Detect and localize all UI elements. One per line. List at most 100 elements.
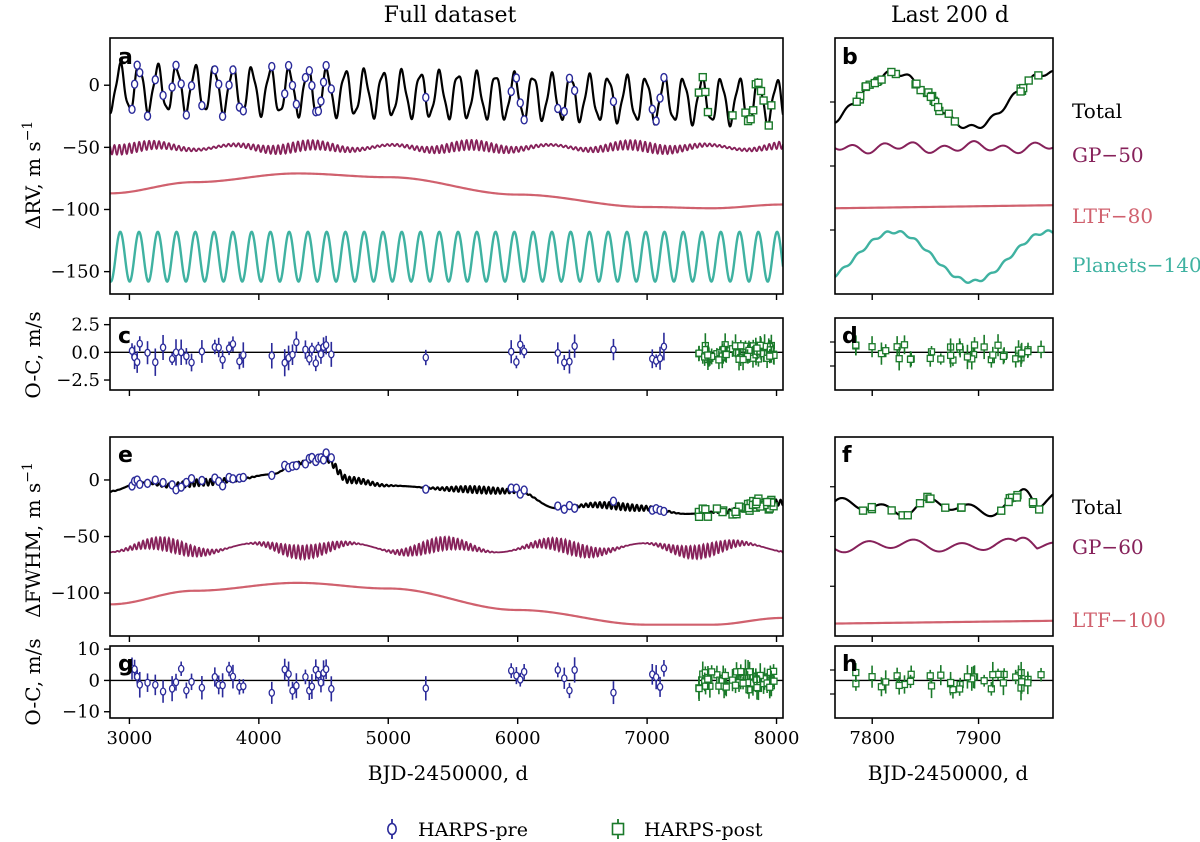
total-curve [110,453,783,516]
harps-pre-point [219,681,226,690]
harps-post-point [715,356,723,364]
harps-post-point [980,343,988,351]
ylabel-oc-top: O-C, m/s [21,311,45,398]
harps-pre-point [211,672,219,682]
label-b-total: Total [1072,99,1122,123]
harps-pre-point [240,682,247,691]
harps-pre-point [225,665,233,674]
harps-pre-point [268,351,276,360]
harps-post-point [949,686,957,694]
harps-pre-point [229,65,237,75]
harps-pre-point [268,61,276,72]
harps-post-point [870,78,879,88]
label-f-total: Total [1072,495,1122,519]
harps-pre-point [422,484,430,494]
harps-pre-point [144,348,151,357]
ltf-curve [110,172,783,210]
harps-post-point [989,671,997,679]
harps-post-point [746,115,755,124]
harps-pre-point [314,106,323,116]
harps-post-point [963,353,972,361]
harps-post-point [900,341,909,349]
legend-pre-label: HARPS-pre [418,819,528,841]
harps-pre-point [130,79,139,89]
harps-post-point [955,343,964,351]
panel-letter-d: d [842,324,858,349]
harps-pre-point [281,89,289,99]
harps-pre-point [136,680,144,689]
harps-post-point [955,685,964,693]
harps-pre-point [143,111,152,121]
harps-pre-point [660,506,668,517]
harps-pre-point [327,453,336,463]
panel-h-frame [834,645,1054,719]
gp-curve [110,535,783,561]
harps-post-point [695,684,703,693]
harps-post-point [946,351,955,360]
harps-pre-point [327,84,336,94]
panel-letter-a: a [118,45,133,70]
ylabel-rv: ΔRV, m s−1 [20,121,45,230]
harps-pre-point [513,357,520,367]
panel-g-frame [109,645,784,719]
harps-pre-point [656,682,664,691]
harps-pre-point [660,72,668,83]
harps-post-point [1024,348,1032,356]
harps-post-point [867,502,876,512]
harps-post-point [926,92,936,102]
harps-post-point [712,504,722,513]
harps-pre-point [159,343,167,352]
harps-pre-point [308,345,316,354]
harps-pre-point [560,106,568,117]
harps-pre-point [151,475,159,485]
harps-pre-point [187,81,196,91]
harps-pre-point [306,354,313,363]
harps-pre-point [570,503,579,513]
harps-pre-point [648,104,656,114]
panel-h-oc-fwhm-last200: 7800 7900 [830,645,1054,749]
harps-post-point [987,685,995,693]
harps-pre-point [507,666,515,675]
panel-e-frame [109,436,784,637]
harps-pre-point [229,339,237,349]
harps-post-point [877,683,886,691]
harps-post-point [1024,679,1032,687]
harps-pre-point [289,350,296,359]
legend-pre-marker [386,822,397,836]
harps-pre-point [292,460,301,471]
harps-post-point [861,82,871,91]
harps-post-point [999,352,1008,361]
harps-post-point [927,348,936,356]
harps-pre-point [159,90,167,101]
left-column-title: Full dataset [384,3,517,28]
harps-pre-point [571,665,578,674]
label-b-planets: Planets−140 [1072,253,1200,277]
xlabel-left: BJD-2450000, d [368,761,529,785]
harps-pre-point [128,104,136,115]
harps-pre-point [565,73,574,83]
harps-pre-point [561,358,568,367]
harps-post-point [852,341,860,349]
harps-post-point [753,344,761,352]
harps-pre-point [516,98,524,108]
ylabel-oc-bottom: O-C, m/s [21,638,45,725]
harps-pre-point [308,80,316,91]
panel-letter-g: g [118,652,134,677]
harps-post-point [868,343,876,351]
label-b-gp: GP−50 [1072,143,1144,167]
harps-post-point [1016,87,1025,96]
gp-curve [835,536,1053,554]
harps-pre-point [520,347,528,356]
harps-pre-point [198,100,206,111]
harps-pre-point [422,684,430,693]
ltf-curve [110,581,783,626]
harps-pre-point [302,672,309,681]
gp-curve [110,138,783,156]
harps-post-point [882,678,890,686]
harps-pre-point [215,79,223,89]
harps-pre-point [422,92,430,103]
legend-post-label: HARPS-post [644,819,763,841]
harps-post-point [997,506,1006,515]
harps-post-point [766,683,774,691]
panel-d-frame [834,317,1054,391]
